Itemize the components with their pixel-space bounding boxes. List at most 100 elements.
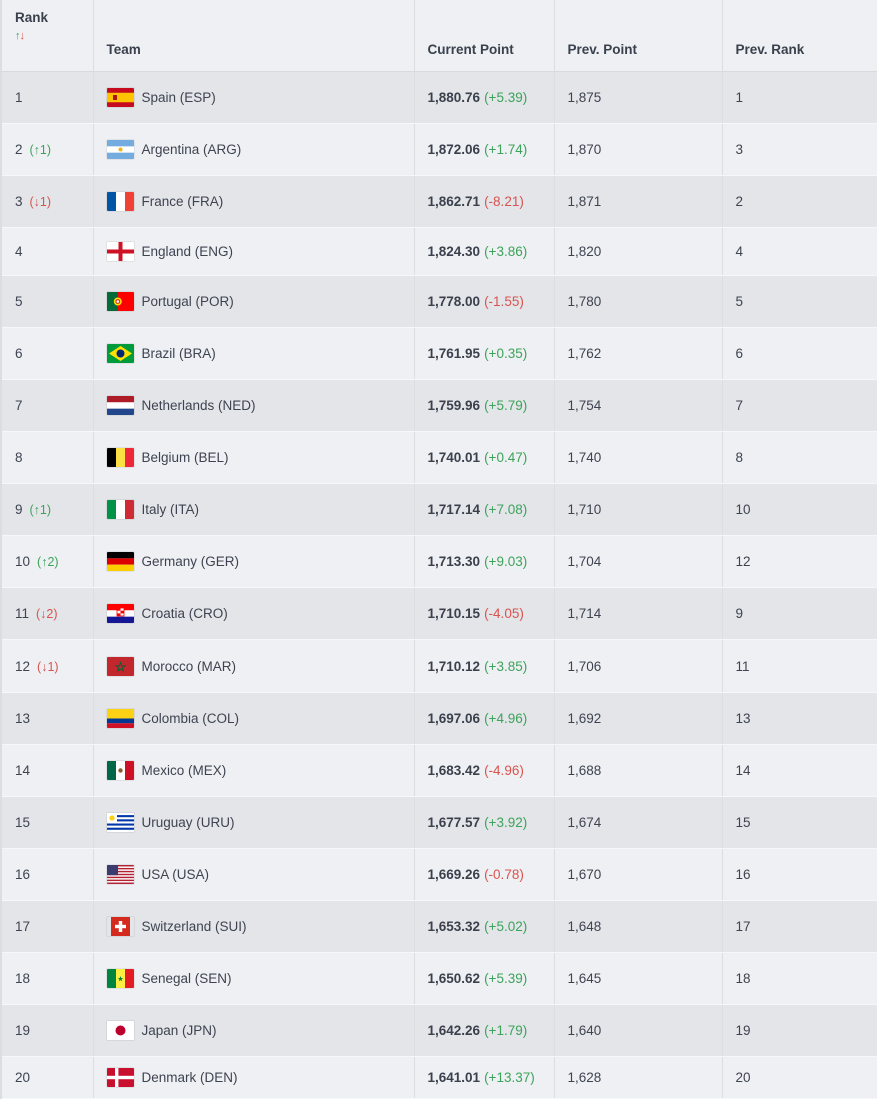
- prev-rank-cell: 17: [722, 900, 877, 953]
- table-row[interactable]: 12 (↓1) Morocco (MAR) 1,710.12 (+3.85) 1,706 1…: [0, 639, 877, 693]
- team-info: Belgium (BEL): [106, 448, 414, 467]
- team-name[interactable]: Uruguay (URU): [141, 815, 235, 830]
- prev-rank-cell: 12: [722, 535, 877, 588]
- table-row[interactable]: 3 (↓1) France (FRA) 1,862.71 (-8.21) 1,871 2: [0, 175, 877, 228]
- sort-arrows-icon[interactable]: ↑↓: [15, 30, 25, 42]
- point-change: (+3.85): [484, 658, 528, 674]
- table-row[interactable]: 15 Uruguay (URU) 1,677.57 (+3.92) 1,674 15: [0, 796, 877, 849]
- prev-point-cell: 1,754: [554, 379, 723, 432]
- current-point-column-header[interactable]: Current Point: [414, 0, 555, 72]
- current-point-value: 1,710.15: [427, 606, 481, 621]
- prev-rank-column-header[interactable]: Prev. Rank: [722, 0, 877, 72]
- table-row[interactable]: 11 (↓2) Croatia (CRO) 1,710.15 (-4.05) 1,714 9: [0, 587, 877, 640]
- current-point-value: 1,761.95: [427, 346, 481, 361]
- team-info: Argentina (ARG): [106, 140, 414, 159]
- table-header-row: Rank ↑↓ Team Current Point Prev. Point P…: [0, 0, 877, 72]
- current-point-cell: 1,669.26 (-0.78): [414, 848, 555, 901]
- team-name[interactable]: England (ENG): [141, 244, 234, 259]
- prev-rank-cell: 4: [722, 227, 877, 276]
- team-name[interactable]: Germany (GER): [141, 554, 240, 569]
- table-row[interactable]: 1 Spain (ESP) 1,880.76 (+5.39) 1,875 1: [0, 71, 877, 124]
- team-name[interactable]: France (FRA): [141, 194, 224, 209]
- prev-point-value: 1,670: [567, 867, 602, 882]
- rank-cell: 20: [0, 1056, 94, 1099]
- current-point-cell: 1,642.26 (+1.79): [414, 1004, 555, 1057]
- team-name[interactable]: Japan (JPN): [141, 1023, 217, 1038]
- point-change: (+5.02): [484, 919, 528, 934]
- table-row[interactable]: 2 (↑1) Argentina (ARG) 1,872.06 (+1.74) 1,870…: [0, 123, 877, 176]
- team-info: USA (USA): [106, 865, 414, 884]
- team-info: Germany (GER): [106, 552, 414, 571]
- table-row[interactable]: 10 (↑2) Germany (GER) 1,713.30 (+9.03) 1,704 1…: [0, 535, 877, 588]
- rank-value: 11: [15, 606, 30, 621]
- team-name[interactable]: Morocco (MAR): [141, 658, 237, 674]
- point-change: (+5.39): [484, 90, 528, 105]
- prev-point-cell: 1,688: [554, 744, 723, 797]
- team-name[interactable]: USA (USA): [141, 867, 210, 882]
- team-name[interactable]: Denmark (DEN): [141, 1070, 238, 1085]
- team-name[interactable]: Belgium (BEL): [141, 450, 229, 465]
- point-change: (+3.92): [484, 815, 528, 830]
- team-name[interactable]: Netherlands (NED): [141, 398, 256, 413]
- current-point-cell: 1,717.14 (+7.08): [414, 483, 555, 536]
- flag-colombia-icon: [106, 709, 134, 728]
- prev-point-cell: 1,640: [554, 1004, 723, 1057]
- team-name[interactable]: Italy (ITA): [141, 502, 200, 517]
- table-row[interactable]: 8 Belgium (BEL) 1,740.01 (+0.47) 1,740 8: [0, 431, 877, 484]
- table-row[interactable]: 14 Mexico (MEX) 1,683.42 (-4.96) 1,688 14: [0, 744, 877, 797]
- team-name[interactable]: Portugal (POR): [141, 294, 234, 309]
- rank-movement-badge: (↑2): [37, 555, 59, 569]
- prev-point-value: 1,714: [567, 606, 602, 621]
- team-column-header[interactable]: Team: [93, 0, 415, 72]
- prev-rank-value: 6: [735, 346, 744, 361]
- prev-point-column-header[interactable]: Prev. Point: [554, 0, 723, 72]
- prev-point-value: 1,780: [567, 294, 602, 309]
- team-info: France (FRA): [106, 192, 414, 211]
- rank-value: 8: [15, 450, 23, 465]
- team-name[interactable]: Mexico (MEX): [141, 763, 227, 778]
- prev-point-value: 1,648: [567, 919, 602, 934]
- team-name[interactable]: Brazil (BRA): [141, 346, 216, 361]
- flag-morocco-icon: [106, 656, 134, 676]
- rank-value: 5: [15, 294, 23, 309]
- table-row[interactable]: 9 (↑1) Italy (ITA) 1,717.14 (+7.08) 1,710 10: [0, 483, 877, 536]
- flag-denmark-icon: [106, 1068, 134, 1087]
- prev-point-cell: 1,780: [554, 275, 723, 328]
- team-name[interactable]: Switzerland (SUI): [141, 919, 247, 934]
- rank-movement-badge: (↑1): [29, 503, 52, 517]
- table-row[interactable]: 6 Brazil (BRA) 1,761.95 (+0.35) 1,762 6: [0, 327, 877, 380]
- prev-rank-value: 11: [735, 658, 750, 674]
- prev-point-cell: 1,875: [554, 71, 723, 124]
- team-cell: Mexico (MEX): [93, 744, 415, 797]
- team-name[interactable]: Croatia (CRO): [141, 606, 228, 621]
- team-name[interactable]: Argentina (ARG): [141, 142, 242, 157]
- table-row[interactable]: 4 England (ENG) 1,824.30 (+3.86) 1,820 4: [0, 227, 877, 276]
- team-info: Morocco (MAR): [106, 656, 414, 676]
- table-row[interactable]: 5 Portugal (POR) 1,778.00 (-1.55) 1,780 5: [0, 275, 877, 328]
- team-name[interactable]: Senegal (SEN): [141, 971, 232, 986]
- table-row[interactable]: 17 Switzerland (SUI) 1,653.32 (+5.02) 1,648 1…: [0, 900, 877, 953]
- rank-value: 3: [15, 194, 23, 209]
- prev-point-value: 1,740: [567, 450, 602, 465]
- prev-point-cell: 1,710: [554, 483, 723, 536]
- rank-value: 1: [15, 90, 23, 105]
- current-point-value: 1,697.06: [427, 711, 481, 726]
- point-change: (+13.37): [484, 1070, 535, 1085]
- table-row[interactable]: 19 Japan (JPN) 1,642.26 (+1.79) 1,640 19: [0, 1004, 877, 1057]
- table-row[interactable]: 7 Netherlands (NED) 1,759.96 (+5.79) 1,754 7: [0, 379, 877, 432]
- prev-rank-value: 18: [735, 971, 751, 986]
- rank-cell: 6: [0, 327, 94, 380]
- flag-senegal-icon: [106, 969, 134, 988]
- table-row[interactable]: 13 Colombia (COL) 1,697.06 (+4.96) 1,692 13: [0, 692, 877, 745]
- current-point-value: 1,677.57: [427, 815, 481, 830]
- rank-value: 7: [15, 398, 23, 413]
- table-row[interactable]: 16 USA (USA) 1,669.26 (-0.78) 1,670 16: [0, 848, 877, 901]
- table-row[interactable]: 20 Denmark (DEN) 1,641.01 (+13.37) 1,628 20: [0, 1056, 877, 1099]
- table-row[interactable]: 18 Senegal (SEN) 1,650.62 (+5.39) 1,645 18: [0, 952, 877, 1005]
- team-name[interactable]: Colombia (COL): [141, 711, 240, 726]
- rank-column-header[interactable]: Rank ↑↓: [0, 0, 94, 72]
- current-point-cell: 1,650.62 (+5.39): [414, 952, 555, 1005]
- current-point-cell: 1,641.01 (+13.37): [414, 1056, 555, 1099]
- team-name[interactable]: Spain (ESP): [141, 90, 216, 105]
- prev-rank-cell: 8: [722, 431, 877, 484]
